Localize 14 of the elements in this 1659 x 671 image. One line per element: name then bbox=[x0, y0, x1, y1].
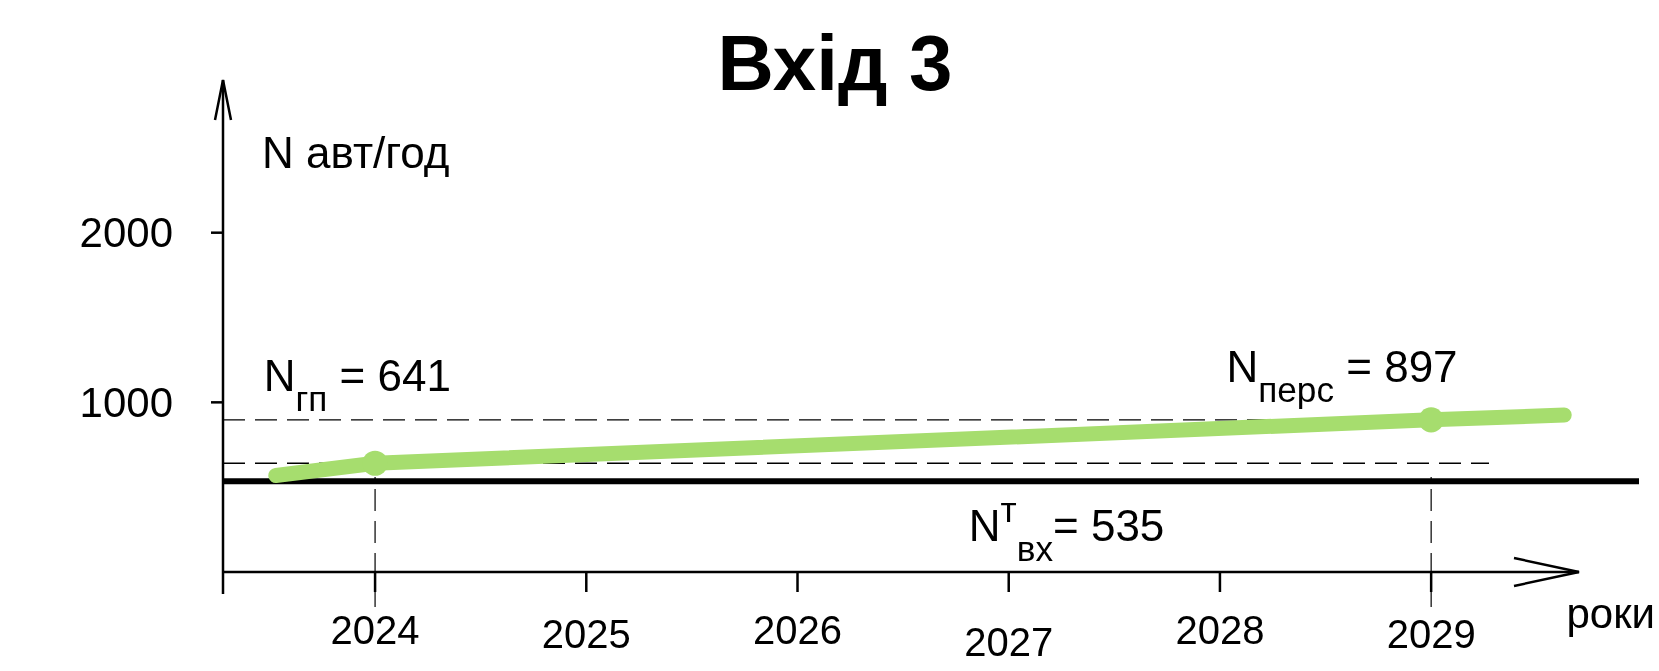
chart-title: Вхід 3 bbox=[717, 19, 953, 107]
x-tick-label: 2026 bbox=[753, 608, 842, 652]
y-tick-label: 2000 bbox=[79, 209, 173, 257]
ref-line-label: N$^{т}$$_{вх}$= 535 bbox=[968, 489, 1165, 568]
x-tick-label: 2027 bbox=[964, 620, 1054, 664]
x-axis-title: роки bbox=[1566, 590, 1655, 637]
x-tick-label: 2028 bbox=[1175, 608, 1265, 652]
x-tick-label: 2029 bbox=[1386, 612, 1476, 656]
x-tick-label: 2025 bbox=[541, 612, 631, 656]
ref-line-label: N$_{перс}$ = 897 bbox=[1226, 341, 1458, 409]
x-tick-label: 2024 bbox=[330, 608, 420, 652]
y-axis-title: N авт/год bbox=[262, 128, 450, 177]
ref-line-label: N$_{гп}$ = 641 bbox=[263, 351, 451, 418]
y-tick-label: 1000 bbox=[79, 379, 173, 427]
